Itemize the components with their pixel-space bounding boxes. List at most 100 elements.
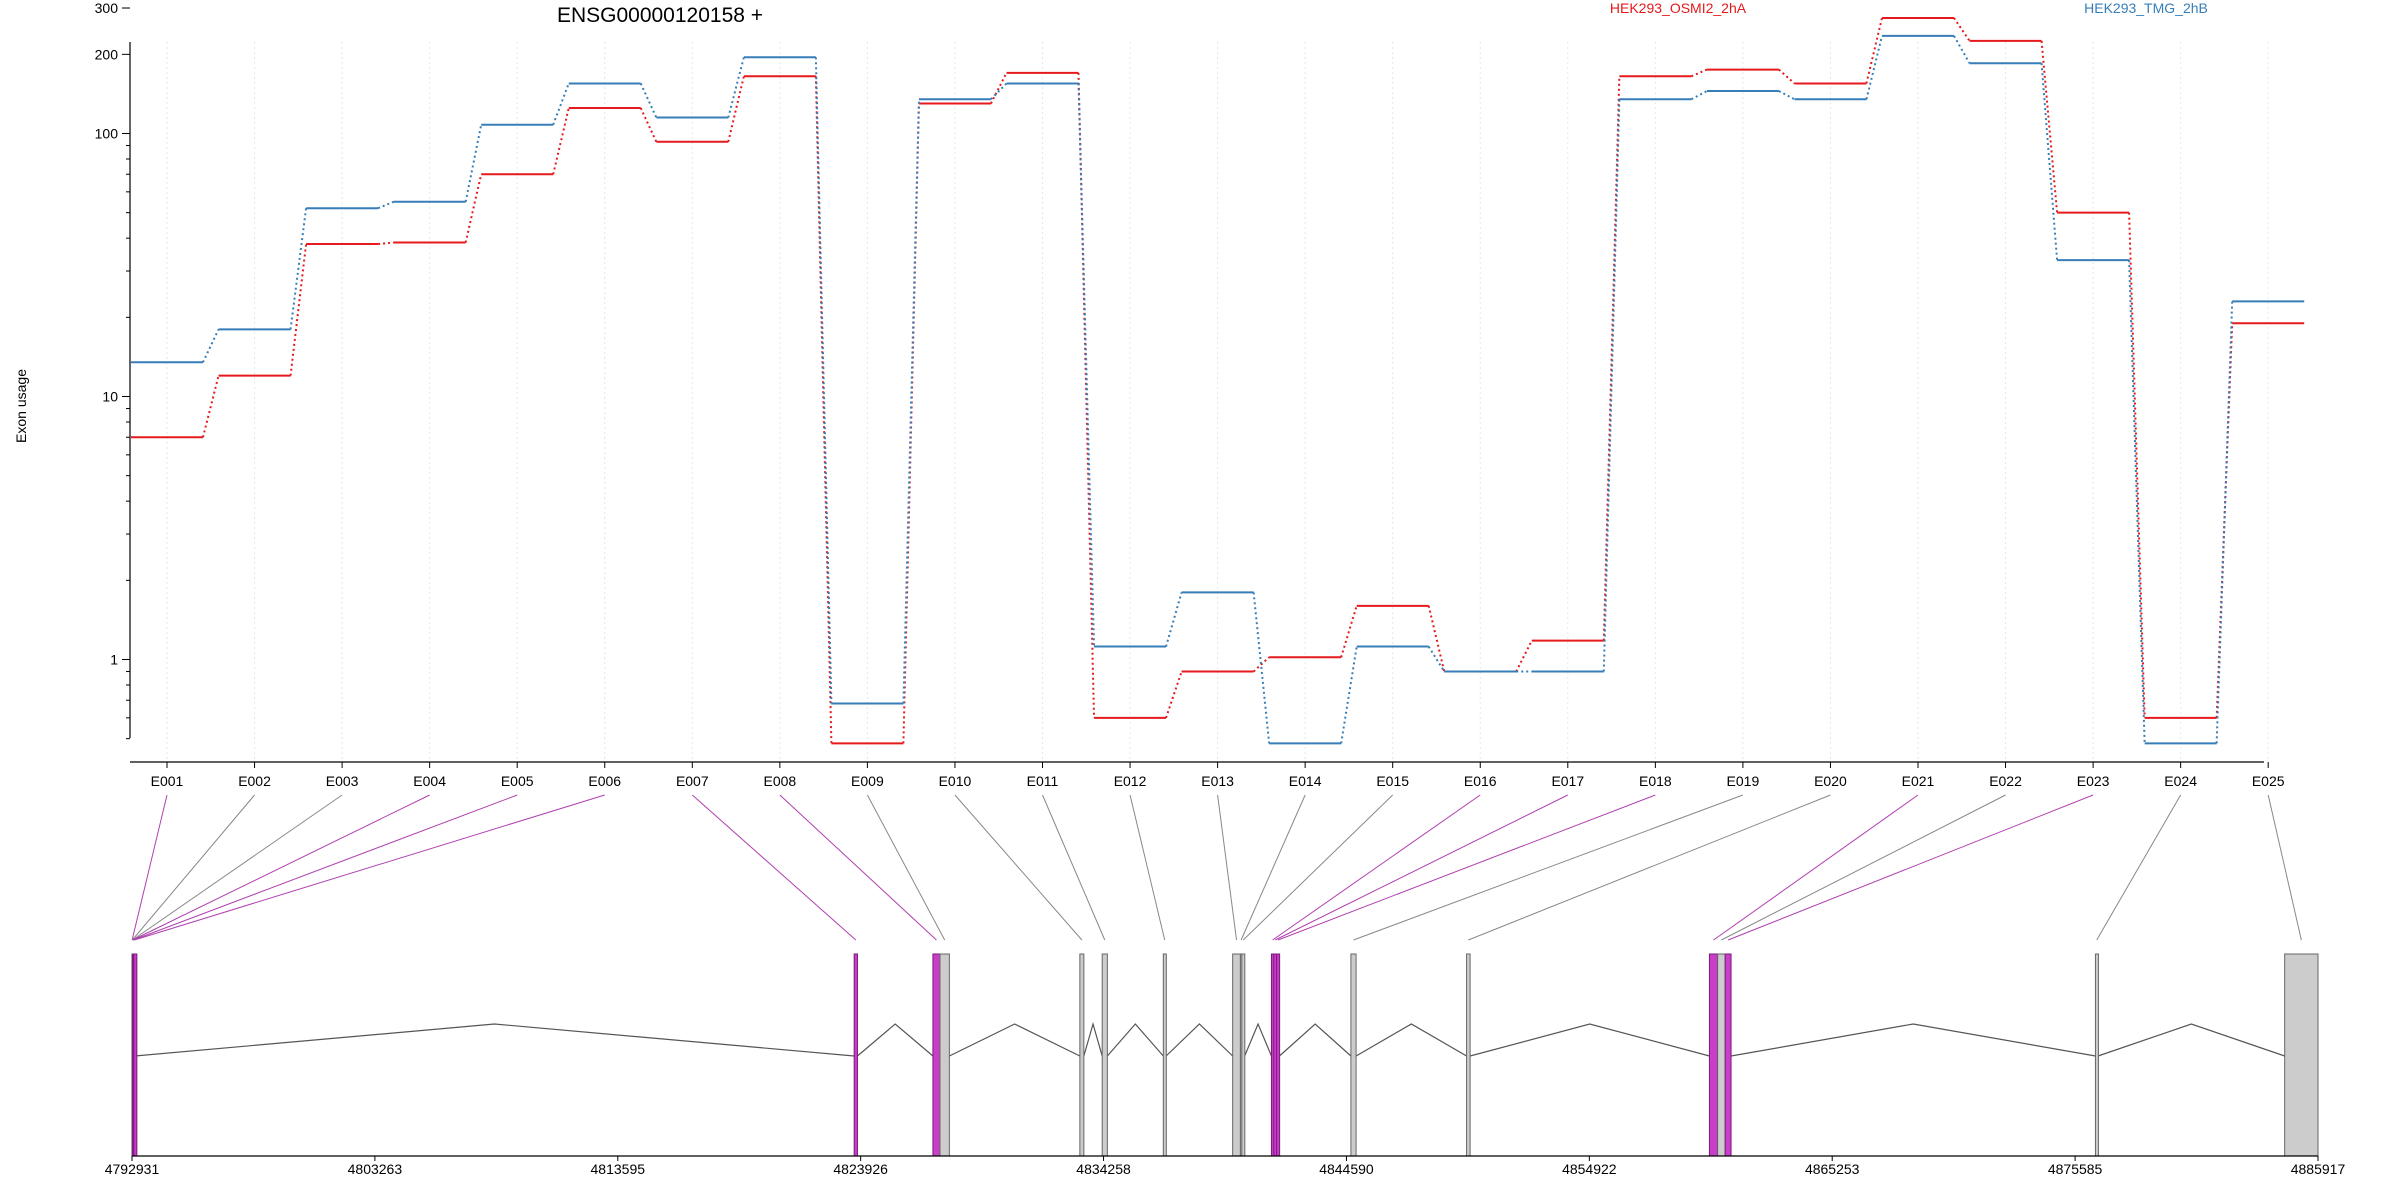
series-transition [639,83,658,118]
exon-connector [1713,794,1919,941]
series-transition [1340,646,1358,744]
intron-line [1165,1023,1234,1057]
exon-connector [131,794,168,941]
series-transition [2128,260,2146,744]
series-transition [378,241,394,246]
intron-line [949,1023,1081,1057]
series-transition [1077,83,1096,647]
axes: 1 10 100 200 300 E001 E002 E003 E004 E005 E006 E007… [95,0,2285,789]
series-transition [1165,671,1183,719]
exon-connector [132,794,343,941]
exon-box [1162,953,1167,1157]
intron-line [2097,1023,2285,1057]
series-transition [2040,40,2059,213]
series-transition [202,375,220,438]
exon-box [1079,953,1085,1157]
x-tick-label: E021 [1902,773,1935,789]
exon-connector [1217,794,1238,941]
x-tick-label: E018 [1639,773,1672,789]
series-transition [727,56,745,118]
exon-connector [1353,794,1744,941]
series-transition [552,83,570,126]
exon-connector [133,794,518,941]
intron-line [134,1023,855,1057]
x-tick-label: E016 [1464,773,1497,789]
exon-box [939,953,950,1157]
coordinate-label: 4803263 [348,1161,403,1177]
series-lines [131,16,2305,745]
series-transition [1865,35,1883,100]
exon-box [932,953,941,1157]
series-transition [464,124,483,202]
x-tick-label: E001 [151,773,184,789]
series-transition [552,107,570,175]
exon-box [1708,953,1719,1157]
exon-box [133,953,138,1157]
coordinate-label: 4844590 [1319,1161,1374,1177]
exon-connector [954,794,1083,941]
coordinate-label: 4834258 [1076,1161,1131,1177]
exon-connector [1240,794,1306,941]
intron-line [857,1023,934,1057]
coordinate-label: 4823926 [833,1161,888,1177]
exon-connector [866,794,946,941]
series-transition [1340,605,1358,658]
exon-box [1241,953,1246,1157]
exon-connector [1721,794,2006,941]
series-transition [990,72,1008,104]
exon-connector [1129,794,1166,941]
x-tick-label: E003 [326,773,359,789]
chart-title: ENSG00000120158 + [557,4,763,27]
exon-connector [1274,794,1569,941]
legend-entry-osmi2: HEK293_OSMI2_2hA [1610,0,1747,16]
exon-box [1717,953,1726,1157]
x-tick-label: E025 [2252,773,2285,789]
exon-connectors [131,794,2302,941]
x-tick-label: E007 [676,773,709,789]
intron-line [1106,1023,1164,1057]
series-transition [2215,301,2234,744]
series-transition [1252,656,1270,673]
y-tick-label: 100 [95,126,119,142]
intron-line [1355,1023,1467,1057]
exon-box [1276,953,1281,1157]
x-tick-label: E005 [501,773,534,789]
intron-line [1279,1023,1352,1057]
exon-connector [1727,794,2094,941]
y-tick-label: 10 [102,389,118,405]
series-transition [1778,68,1796,85]
x-tick-label: E011 [1027,773,1059,789]
x-tick-label: E006 [588,773,621,789]
x-tick-label: E022 [1989,773,2022,789]
series-transition [727,76,745,143]
intron-line [1083,1021,1103,1057]
series-transition [377,200,395,210]
coordinate-label: 4885917 [2291,1161,2346,1177]
exon-box [853,953,858,1157]
series-transition [1690,90,1708,101]
x-tick-label: E004 [413,773,446,789]
x-tick-label: E023 [2077,773,2110,789]
x-tick-label: E019 [1727,773,1760,789]
x-tick-label: E015 [1376,773,1409,789]
exon-connector [2096,794,2182,941]
series-transition [202,328,220,363]
series-transition [1953,35,1971,64]
x-tick-label: E002 [238,773,271,789]
legend-entry-tmg: HEK293_TMG_2hB [2084,0,2208,16]
x-tick-label: E024 [2164,773,2197,789]
series-transition [639,107,658,143]
exon-connector [1042,794,1106,941]
exon-box [1350,953,1357,1157]
exon-connector [1272,794,1481,941]
exon-box [1724,953,1732,1157]
intron-line [1730,1023,2096,1057]
y-tick-label: 1 [110,652,118,668]
exon-connector [779,794,937,941]
exon-connector [134,794,605,941]
series-transition [1515,640,1533,672]
series-transition [1252,592,1271,744]
series-transition [1602,99,1621,672]
